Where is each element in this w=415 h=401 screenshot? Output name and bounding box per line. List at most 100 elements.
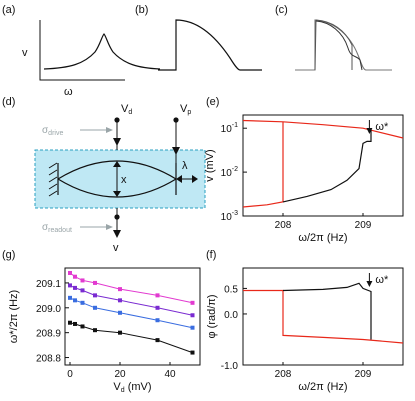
panel-b — [158, 19, 262, 71]
vout-arrowhead — [113, 230, 121, 238]
panel-e-series-2 — [282, 128, 372, 203]
x-label: x — [121, 174, 127, 186]
panel-e-xlabel: ω/2π (Hz) — [298, 232, 347, 244]
panel-g-point — [190, 300, 195, 305]
panel-g-point — [73, 321, 77, 326]
panel-g-xtick-label: 0 — [67, 369, 73, 380]
panel-a-axes — [39, 20, 125, 81]
panel-f-frame — [242, 267, 404, 366]
panel-g-point — [73, 298, 77, 303]
panel-c-curve-1 — [314, 19, 353, 71]
panel-f-ytick-label: 0.0 — [224, 310, 238, 321]
panel-e-frame — [242, 114, 404, 217]
panel-e-ylabel: v (mV) — [204, 149, 216, 181]
panel-f-ytick-label: -1.0 — [221, 361, 239, 372]
panel-c — [295, 19, 392, 71]
panel-g-point — [155, 293, 160, 298]
vd-label: Vd — [121, 103, 132, 116]
panel-a: v ω — [22, 20, 161, 98]
panel-label-a: (a) — [2, 4, 15, 16]
panel-f-xlabel: ω/2π (Hz) — [298, 381, 347, 393]
panel-e-omega-star-arrowhead — [366, 128, 373, 134]
panel-g-fit-3 — [69, 322, 193, 354]
panel-e-xtick-label: 209 — [355, 220, 372, 231]
panel-g-point — [80, 300, 85, 305]
panel-g-ytick-label: 208.9 — [36, 329, 61, 340]
panel-g-point — [155, 338, 160, 343]
panel-f-series-0 — [243, 289, 404, 344]
panel-f-ytick-label: 0.5 — [224, 284, 238, 295]
panel-e-xtick-label: 208 — [275, 220, 292, 231]
panel-e-chart: 208 209 10-1 10-2 10-3 ω/2π (Hz) v (mV) ω* — [204, 114, 404, 244]
panel-g-chart: 0 20 40 209.1 209.0 208.9 208.8 Vd (mV) ω*/2π (H… — [8, 267, 201, 394]
panel-g-fit-1 — [69, 284, 193, 316]
panel-label-d: (d) — [2, 96, 15, 108]
panel-g-ytick-label: 209.1 — [36, 279, 61, 290]
panel-g-point — [118, 287, 122, 292]
panel-f-omega-star-arrowhead — [366, 281, 373, 287]
lambda-label: λ — [182, 160, 188, 172]
vd-arrowhead — [113, 138, 121, 146]
left-clamp-hatch — [48, 162, 58, 197]
lambda-arrowheads — [176, 175, 198, 183]
panel-label-e: (e) — [206, 96, 219, 108]
panel-f-xtick-label: 208 — [275, 369, 292, 380]
panel-g-point — [93, 305, 97, 310]
panel-c-curve-grey — [295, 19, 392, 71]
panel-g-point — [93, 293, 97, 298]
panel-e-omega-star-label: ω* — [375, 121, 389, 133]
sigma-drive-arrowhead — [106, 127, 113, 133]
panel-f-omega-star-label: ω* — [375, 274, 389, 286]
panel-g-frame — [64, 267, 201, 366]
vp-label: Vp — [180, 103, 191, 116]
panel-g-point — [68, 295, 72, 300]
sigma-readout-arrowhead — [106, 224, 113, 230]
panel-f-series-1 — [282, 282, 372, 340]
panel-g-point — [93, 280, 97, 285]
panel-label-b: (b) — [135, 4, 148, 16]
panel-e-ytick-label: 10-2 — [221, 166, 238, 179]
vout-node — [114, 214, 120, 220]
panel-f-chart: 208 209 0.5 0.0 -1.0 ω/2π (Hz) φ (rad/π) ω* — [206, 267, 404, 393]
panel-g-point — [155, 305, 160, 310]
panel-g-point — [68, 283, 72, 288]
panel-g-point — [73, 285, 77, 290]
vd-node — [114, 117, 120, 123]
sigma-readout-label: σreadout — [42, 222, 72, 234]
panel-g-point — [118, 310, 122, 315]
panel-g-point — [80, 288, 85, 293]
panel-f-xtick-label: 209 — [355, 369, 372, 380]
panel-g-fit-0 — [69, 272, 193, 304]
panel-a-xlabel: ω — [64, 86, 73, 98]
panel-g-point — [93, 328, 97, 333]
panel-g-point — [190, 350, 195, 355]
panel-e-ytick-label: 10-3 — [221, 210, 238, 223]
sigma-drive-label: σdrive — [42, 125, 63, 137]
panel-f-ylabel: φ (rad/π) — [206, 294, 218, 338]
vp-arrowhead — [172, 147, 180, 155]
vout-label: v — [113, 242, 119, 254]
panel-g-point — [68, 270, 72, 275]
panel-g-point — [80, 278, 85, 283]
panel-g-point — [118, 298, 122, 303]
panel-label-g: (g) — [2, 249, 15, 261]
panel-a-ylabel: v — [22, 47, 28, 59]
vp-node — [173, 117, 179, 123]
panel-g-xtick-label: 20 — [114, 369, 126, 380]
panel-e-series-1 — [242, 121, 284, 208]
panel-e-ytick-label: 10-1 — [221, 122, 238, 135]
panel-d-schematic: x λ Vd Vp σdrive v σreadout — [34, 103, 206, 254]
panel-b-duffing-curve — [158, 19, 262, 71]
panel-e-series-0 — [242, 119, 404, 139]
panel-g-xtick-label: 40 — [164, 369, 176, 380]
panel-g-ytick-label: 208.8 — [36, 354, 61, 365]
panel-g-point — [73, 274, 77, 279]
panel-g-point — [155, 318, 160, 323]
panel-g-point — [190, 325, 195, 330]
panel-g-ytick-label: 209.0 — [36, 304, 61, 315]
panel-g-xlabel: Vd (mV) — [113, 381, 151, 394]
panel-a-resonance-curve — [43, 33, 161, 70]
panel-g-point — [68, 320, 72, 325]
panel-c-curve-2 — [315, 20, 363, 71]
